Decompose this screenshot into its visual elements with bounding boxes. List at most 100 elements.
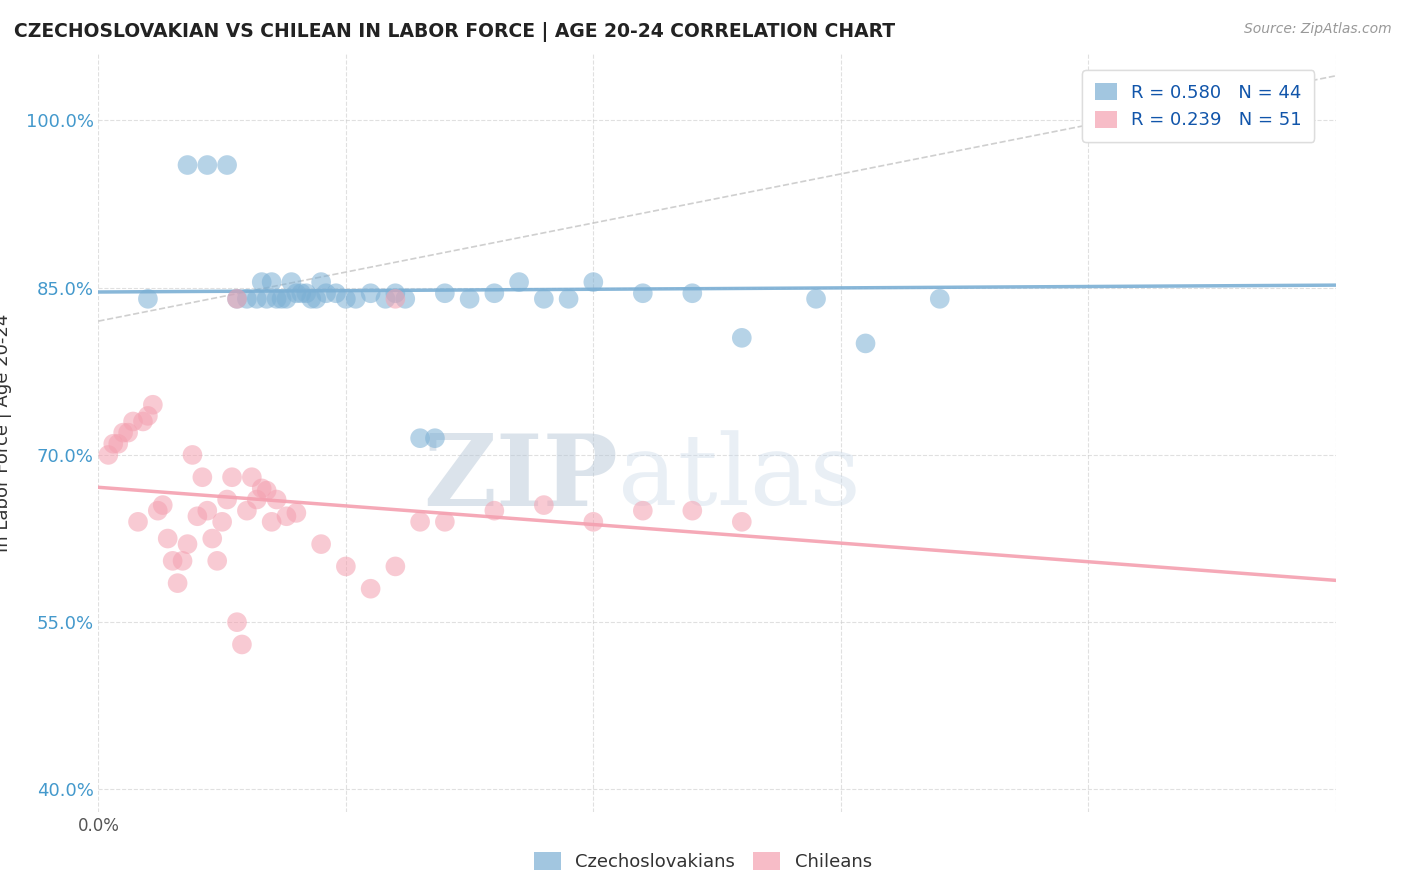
Point (631, 286, 654, 301)
Text: CZECHOSLOVAKIAN VS CHILEAN IN LABOR FORCE | AGE 20-24 CORRELATION CHART: CZECHOSLOVAKIAN VS CHILEAN IN LABOR FORC… (14, 22, 896, 42)
Point (433, 286, 456, 301)
Point (162, 554, 184, 568)
Text: ZIP: ZIP (423, 430, 619, 526)
Point (423, 431, 446, 445)
Point (309, 537, 332, 551)
Point (315, 286, 337, 301)
Point (681, 286, 703, 301)
Point (681, 503, 703, 517)
Point (533, 292, 555, 306)
Point (176, 158, 198, 172)
Point (285, 286, 308, 301)
Point (195, 503, 218, 517)
Point (152, 498, 174, 512)
Point (127, 515, 149, 529)
Point (236, 292, 259, 306)
Point (250, 275, 273, 289)
Point (731, 515, 754, 529)
Point (256, 292, 278, 306)
Text: Source: ZipAtlas.com: Source: ZipAtlas.com (1244, 22, 1392, 37)
Point (191, 470, 214, 484)
Point (231, 637, 253, 651)
Point (117, 425, 139, 440)
Point (508, 275, 530, 289)
Point (236, 503, 259, 517)
Point (156, 532, 179, 546)
Point (276, 292, 298, 306)
Point (557, 292, 579, 306)
Point (266, 492, 288, 507)
Point (217, 158, 239, 172)
Point (384, 292, 406, 306)
Point (217, 492, 239, 507)
Point (226, 615, 249, 630)
Point (582, 515, 605, 529)
Point (409, 515, 432, 529)
Point (731, 331, 754, 345)
Point (305, 292, 328, 306)
Point (631, 503, 654, 517)
Point (103, 437, 125, 451)
Point (260, 515, 283, 529)
Point (246, 292, 269, 306)
Point (309, 275, 332, 289)
Point (1175, 113, 1198, 128)
Point (201, 532, 224, 546)
Point (221, 470, 243, 484)
Point (409, 431, 432, 445)
Point (533, 498, 555, 512)
Point (266, 292, 288, 306)
Point (928, 292, 950, 306)
Point (226, 292, 249, 306)
Point (484, 286, 506, 301)
Point (107, 437, 129, 451)
Point (458, 292, 481, 306)
Point (384, 286, 406, 301)
Point (176, 537, 198, 551)
Point (325, 286, 347, 301)
Point (260, 275, 283, 289)
Point (122, 415, 145, 429)
Point (205, 554, 228, 568)
Point (855, 336, 877, 351)
Point (112, 425, 135, 440)
Point (246, 492, 269, 507)
Point (295, 286, 318, 301)
Text: atlas: atlas (619, 430, 860, 526)
Point (344, 292, 367, 306)
Point (136, 292, 159, 306)
Point (290, 286, 312, 301)
Point (240, 470, 263, 484)
Point (804, 292, 827, 306)
Point (250, 482, 273, 496)
Point (97, 448, 120, 462)
Point (582, 275, 605, 289)
Point (335, 292, 357, 306)
Legend: R = 0.580   N = 44, R = 0.239   N = 51: R = 0.580 N = 44, R = 0.239 N = 51 (1083, 70, 1315, 142)
Point (195, 158, 218, 172)
Point (166, 576, 188, 591)
Point (285, 506, 308, 520)
Point (186, 509, 208, 524)
Point (335, 559, 357, 574)
Y-axis label: In Labor Force | Age 20-24: In Labor Force | Age 20-24 (0, 313, 11, 552)
Point (360, 582, 382, 596)
Point (270, 292, 292, 306)
Point (226, 292, 249, 306)
Point (276, 509, 298, 524)
Point (181, 448, 204, 462)
Point (374, 292, 396, 306)
Point (172, 554, 194, 568)
Point (394, 292, 416, 306)
Point (280, 275, 302, 289)
Point (484, 503, 506, 517)
Point (360, 286, 382, 301)
Point (384, 559, 406, 574)
Point (299, 292, 322, 306)
Point (136, 409, 159, 423)
Point (142, 398, 165, 412)
Point (256, 483, 278, 498)
Point (146, 503, 169, 517)
Legend: Czechoslovakians, Chileans: Czechoslovakians, Chileans (527, 846, 879, 879)
Point (132, 415, 155, 429)
